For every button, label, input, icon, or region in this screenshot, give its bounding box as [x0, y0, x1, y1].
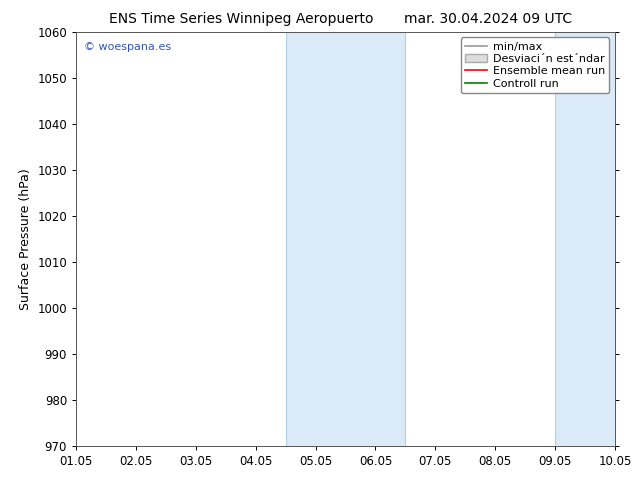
Legend: min/max, Desviaci´n est´ndar, Ensemble mean run, Controll run: min/max, Desviaci´n est´ndar, Ensemble m…	[460, 37, 609, 93]
Text: mar. 30.04.2024 09 UTC: mar. 30.04.2024 09 UTC	[404, 12, 573, 26]
Bar	[555, 32, 615, 446]
Text: ENS Time Series Winnipeg Aeropuerto: ENS Time Series Winnipeg Aeropuerto	[108, 12, 373, 26]
Text: © woespana.es: © woespana.es	[84, 42, 171, 52]
Y-axis label: Surface Pressure (hPa): Surface Pressure (hPa)	[19, 168, 32, 310]
Bar	[286, 32, 405, 446]
